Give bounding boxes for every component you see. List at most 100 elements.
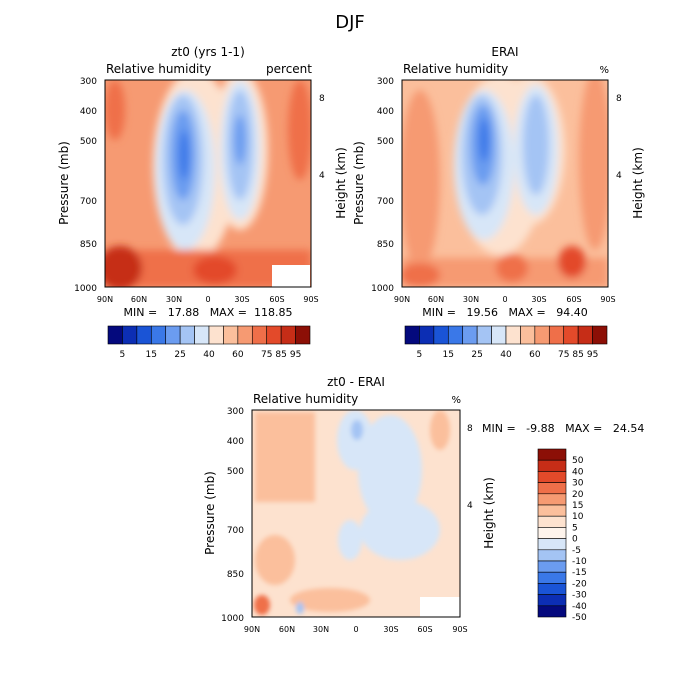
colorbar-swatch [563,325,579,345]
panel3-x-axis: 90N 60N 30N 0 30S 60S 90S [244,625,468,634]
panel3-y-axis-right: 8 4 [467,424,473,511]
panel3-subtitle-right: % [451,395,461,406]
x-tick-label: 90N [394,295,410,304]
colorbar-swatch [537,504,567,517]
x-tick-label: 90N [97,295,113,304]
panel2-stats: MIN = 19.56 MAX = 94.40 [422,306,587,319]
panel2-ylabel: Pressure (mb) [352,141,366,225]
colorbar-label: 15 [443,350,454,360]
colorbar-label: 30 [572,479,584,489]
panel2-subtitle-left: Relative humidity [403,62,508,76]
panel1-field [105,80,311,287]
panel2-y-axis: 300 400 500 700 850 1000 [371,77,394,294]
panel2-ylabel-right: Height (km) [631,147,645,218]
panel1-stats: MIN = 17.88 MAX = 118.85 [124,306,293,319]
colorbar-swatch [433,325,449,345]
panel1-title: zt0 (yrs 1-1) [171,45,245,59]
colorbar-swatch [537,605,567,618]
colorbar-swatch [537,448,567,461]
colorbar-swatch [537,594,567,607]
colorbar-swatch [537,471,567,483]
colorbar-swatch [491,325,507,345]
colorbar-swatch [251,325,268,345]
colorbar-label: 60 [529,350,541,360]
main-title: DJF [335,12,365,33]
height-tick-label: 4 [467,501,473,511]
y-tick-label: 1000 [221,614,244,624]
colorbar-swatch [462,325,478,345]
colorbar-label: 25 [471,350,482,360]
x-tick-label: 90S [452,625,467,634]
colorbar-label: 85 [275,350,286,360]
panel1-ylabel-right: Height (km) [334,147,348,218]
x-tick-label: 60N [279,625,295,634]
y-tick-label: 700 [80,197,97,207]
height-tick-label: 4 [616,171,622,181]
colorbar-swatch [537,493,567,506]
colorbar-swatch [537,482,567,495]
colorbar-swatch [237,325,253,345]
panel1-subtitle-left: Relative humidity [106,62,211,76]
y-tick-label: 400 [227,437,244,447]
panel2-field [402,80,608,287]
y-tick-label: 1000 [371,284,394,294]
panel3-title: zt0 - ERAI [327,375,385,389]
colorbar-label: -15 [572,568,587,578]
colorbar-label: 75 [558,350,569,360]
x-tick-label: 30S [234,295,249,304]
panel1-y-axis-right: 8 4 [319,94,325,181]
x-tick-label: 0 [502,295,507,304]
colorbar-swatch [447,325,464,345]
panel2-x-axis: 90N 60N 30N 0 30S 60S 90S [394,295,616,304]
colorbar-label: 85 [572,350,583,360]
colorbar-label: 95 [290,350,301,360]
y-tick-label: 500 [227,467,244,477]
y-tick-label: 850 [377,240,394,250]
colorbar-label: 75 [261,350,272,360]
colorbar-swatch [280,325,296,345]
panel3-subtitle-left: Relative humidity [253,392,358,406]
colorbar-label: 15 [146,350,157,360]
panel2-title: ERAI [491,45,518,59]
panel1-subtitle-right: percent [266,62,312,76]
height-tick-label: 8 [616,94,622,104]
panel1-y-axis: 300 400 500 700 850 1000 [74,77,97,294]
y-tick-label: 300 [80,77,97,87]
x-tick-label: 60N [428,295,444,304]
panel1-colorbar: 5 15 25 40 60 75 85 95 [107,325,311,360]
colorbar-label: 15 [572,501,583,511]
x-tick-label: 30N [166,295,182,304]
colorbar-swatch [194,325,210,345]
y-tick-label: 400 [377,107,394,117]
colorbar-swatch [548,325,565,345]
y-tick-label: 500 [80,137,97,147]
y-tick-label: 850 [80,240,97,250]
height-tick-label: 8 [319,94,325,104]
x-tick-label: 30S [531,295,546,304]
colorbar-label: 40 [203,350,215,360]
colorbar-swatch [404,325,420,345]
colorbar-swatch [150,325,167,345]
y-tick-label: 700 [377,197,394,207]
colorbar-swatch [208,325,224,345]
colorbar-swatch [592,325,608,345]
colorbar-label: 20 [572,490,584,500]
height-tick-label: 8 [467,424,473,434]
colorbar-label: -5 [572,546,581,556]
x-tick-label: 30N [313,625,329,634]
y-tick-label: 700 [227,526,244,536]
colorbar-label: 60 [232,350,244,360]
panel3-ylabel: Pressure (mb) [203,471,217,555]
colorbar-label: 95 [587,350,598,360]
colorbar-swatch [165,325,181,345]
colorbar-swatch [537,560,567,573]
colorbar-label: 5 [120,350,126,360]
x-tick-label: 60N [131,295,147,304]
colorbar-swatch [179,325,195,345]
panel3-ylabel-right: Height (km) [482,477,496,548]
colorbar-label: -20 [572,579,587,589]
colorbar-label: 50 [572,456,584,466]
x-tick-label: 60S [417,625,432,634]
colorbar-swatch [476,325,492,345]
